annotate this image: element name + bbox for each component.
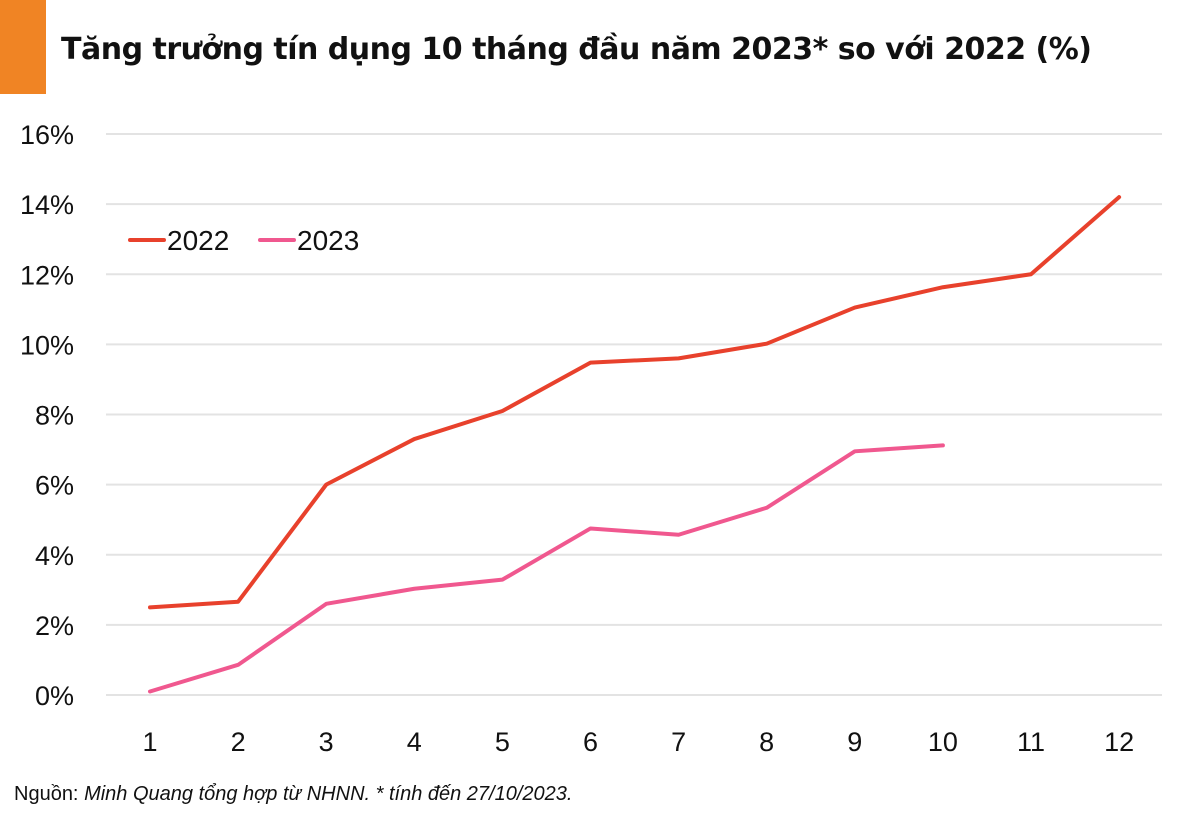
x-tick-label: 6 <box>583 727 598 757</box>
x-tick-label: 9 <box>847 727 862 757</box>
y-tick-label: 12% <box>20 260 74 290</box>
x-tick-label: 8 <box>759 727 774 757</box>
y-tick-label: 6% <box>35 471 74 501</box>
legend: 2022 2023 <box>128 225 359 256</box>
x-tick-label: 5 <box>495 727 510 757</box>
legend-label-2023: 2023 <box>297 225 359 256</box>
title-accent-bar <box>0 0 46 94</box>
x-tick-label: 4 <box>407 727 422 757</box>
gridlines <box>106 133 1162 696</box>
x-tick-label: 12 <box>1104 727 1134 757</box>
source-label: Nguồn: <box>14 783 79 805</box>
y-tick-label: 10% <box>20 330 74 360</box>
y-tick-label: 16% <box>20 120 74 150</box>
legend-label-2022: 2022 <box>167 225 229 256</box>
x-tick-label: 10 <box>928 727 958 757</box>
x-tick-label: 7 <box>671 727 686 757</box>
y-axis-ticks: 0% 2% 4% 6% 8% 10% 12% 14% 16% <box>20 120 74 711</box>
series-line-2022 <box>148 195 1122 610</box>
series-lines <box>148 195 1122 694</box>
source-note: Nguồn: Minh Quang tổng hợp từ NHNN. * tí… <box>14 783 572 806</box>
x-tick-label: 2 <box>231 727 246 757</box>
x-tick-label: 1 <box>142 727 157 757</box>
chart-title: Tăng trưởng tín dụng 10 tháng đầu năm 20… <box>61 32 1092 67</box>
x-tick-label: 3 <box>319 727 334 757</box>
y-tick-label: 0% <box>35 681 74 711</box>
y-tick-label: 4% <box>35 541 74 571</box>
series-line-2023 <box>148 443 945 694</box>
x-tick-label: 11 <box>1017 727 1045 757</box>
source-text: Minh Quang tổng hợp từ NHNN. * tính đến … <box>84 783 573 805</box>
y-tick-label: 2% <box>35 611 74 641</box>
y-tick-label: 8% <box>35 401 74 431</box>
y-tick-label: 14% <box>20 190 74 220</box>
x-axis-ticks: 1 2 3 4 5 6 7 8 9 10 11 12 <box>142 727 1134 757</box>
